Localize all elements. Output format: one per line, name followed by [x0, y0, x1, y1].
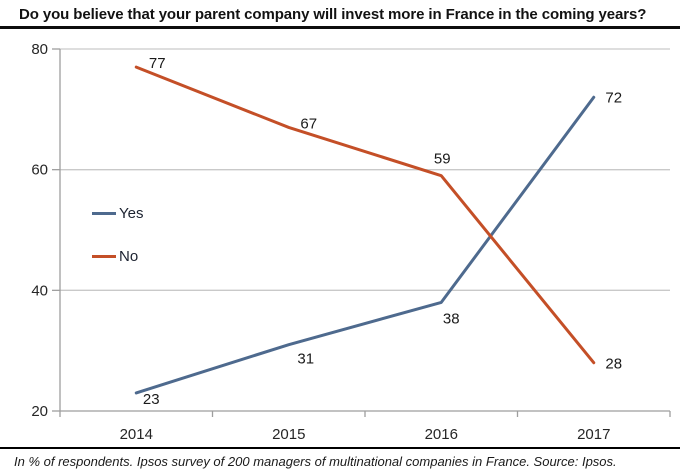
y-tick-label-20: 20	[31, 403, 48, 420]
legend-label-no: No	[119, 248, 139, 265]
data-label-yes-2015: 31	[297, 351, 314, 368]
x-tick-label-2017: 2017	[577, 426, 610, 443]
line-chart: 20 40 60 80 2014 2015 2016 2017 23 31 38 72 77 67 59 28	[31, 41, 671, 443]
series-line-yes	[134, 95, 596, 395]
data-label-no-2015: 67	[300, 115, 317, 132]
data-label-yes-2014: 23	[143, 391, 160, 408]
x-tick-label-2014: 2014	[120, 426, 153, 443]
chart-area: 20 40 60 80 2014 2015 2016 2017 23 31 38 72 77 67 59 28…	[0, 29, 680, 447]
legend-item-no: No	[92, 248, 143, 265]
series-line-no	[134, 65, 596, 365]
chart-legend: Yes No	[92, 205, 143, 291]
legend-item-yes: Yes	[92, 205, 143, 222]
data-label-no-2016: 59	[434, 151, 451, 168]
chart-title: Do you believe that your parent company …	[0, 0, 680, 29]
y-tick-label-60: 60	[31, 162, 48, 179]
y-tick-label-40: 40	[31, 282, 48, 299]
data-label-yes-2017: 72	[605, 89, 622, 106]
legend-swatch-no	[92, 255, 116, 258]
data-label-no-2017: 28	[605, 356, 622, 373]
data-label-yes-2016: 38	[443, 310, 460, 327]
legend-swatch-yes	[92, 212, 116, 215]
y-tick-label-80: 80	[31, 41, 48, 58]
data-label-no-2014: 77	[149, 55, 166, 72]
x-tick-label-2016: 2016	[425, 426, 458, 443]
x-tick-label-2015: 2015	[272, 426, 305, 443]
legend-label-yes: Yes	[119, 205, 144, 222]
source-note: In % of respondents. Ipsos survey of 200…	[0, 447, 680, 469]
